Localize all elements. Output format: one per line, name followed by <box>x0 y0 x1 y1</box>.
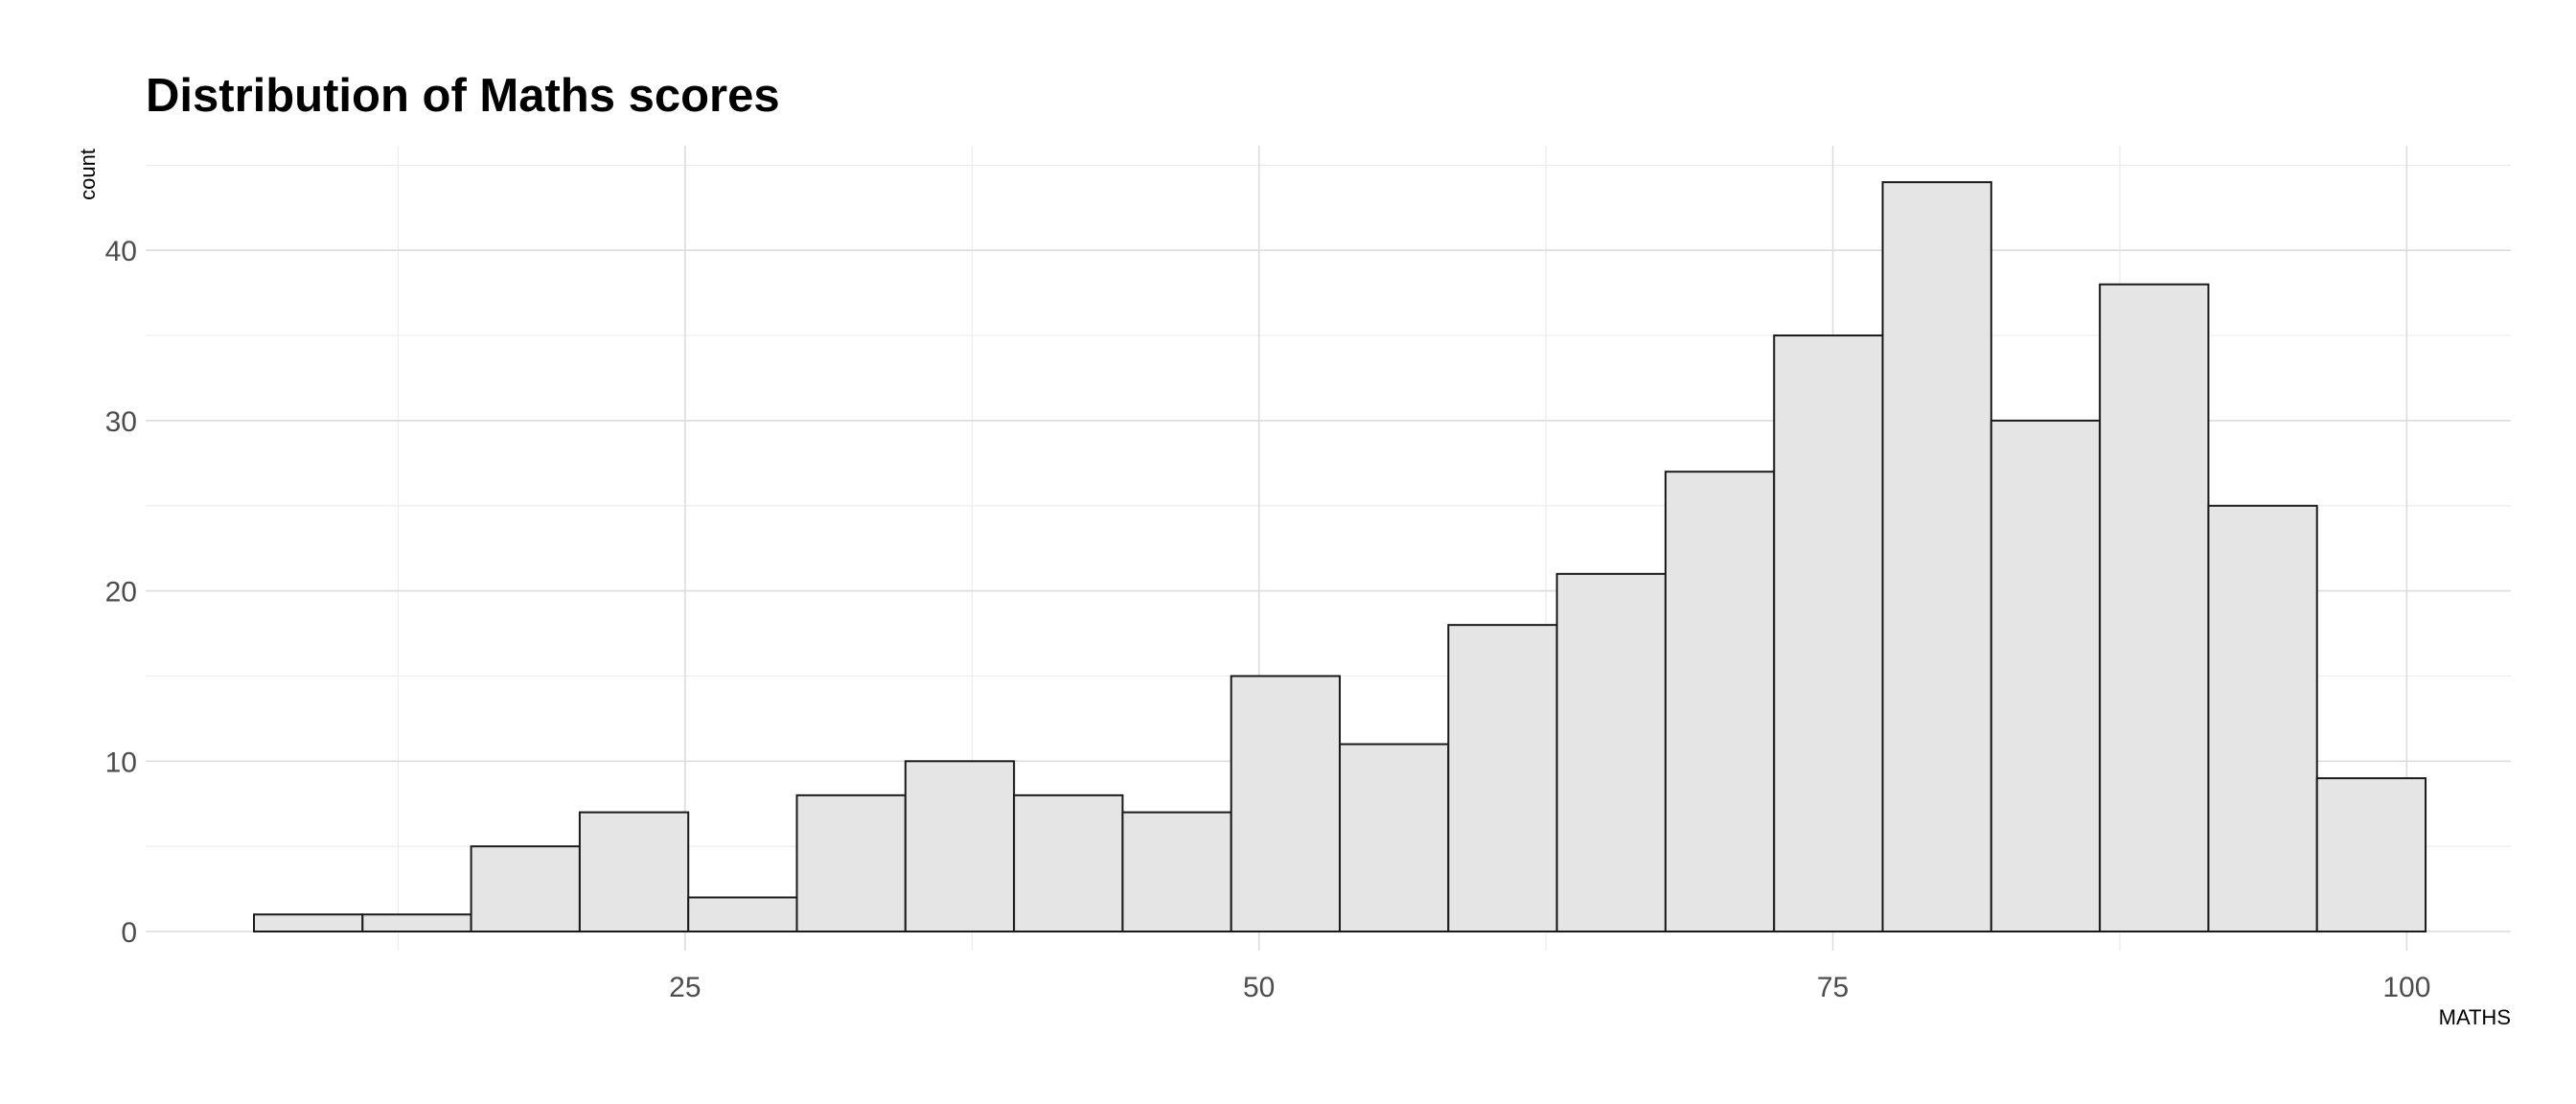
histogram-bar <box>253 913 364 932</box>
x-tick-label: 25 <box>669 972 701 1003</box>
histogram-bar <box>1121 811 1232 932</box>
y-tick-labels: 0 10 20 30 40 <box>105 236 137 949</box>
y-tick-label: 40 <box>105 236 137 267</box>
histogram-bar <box>1990 419 2102 932</box>
histogram-bar <box>1881 181 1992 932</box>
x-tick-label: 50 <box>1243 972 1275 1003</box>
histogram-bar <box>1230 675 1342 932</box>
histogram-bar <box>904 760 1016 932</box>
histogram-bar <box>687 896 798 933</box>
x-tick-labels: 25 50 75 100 <box>669 972 2430 1003</box>
y-tick-label: 0 <box>121 917 137 949</box>
histogram-bar <box>1773 334 1884 932</box>
y-tick-label: 10 <box>105 747 137 778</box>
histogram-bar <box>1664 471 1776 932</box>
y-axis-label: count <box>76 149 100 200</box>
chart-title: Distribution of Maths scores <box>146 70 780 122</box>
histogram-bar <box>2099 283 2210 932</box>
histogram-bars <box>253 181 2427 933</box>
histogram-bar <box>470 845 581 933</box>
histogram-bar <box>1013 794 1124 933</box>
histogram-bar <box>2315 777 2427 932</box>
histogram-bar <box>1447 624 1558 932</box>
y-tick-label: 20 <box>105 577 137 609</box>
histogram-bar <box>578 811 690 932</box>
histogram-bar <box>1555 572 1667 933</box>
histogram-bar <box>1339 743 1450 933</box>
y-tick-label: 30 <box>105 406 137 438</box>
x-tick-label: 100 <box>2382 972 2430 1003</box>
histogram-bar <box>795 794 907 933</box>
histogram-bar <box>2207 504 2318 932</box>
x-tick-label: 75 <box>1817 972 1849 1003</box>
histogram-bar <box>361 913 472 932</box>
x-axis-label: MATHS <box>2439 1005 2511 1029</box>
